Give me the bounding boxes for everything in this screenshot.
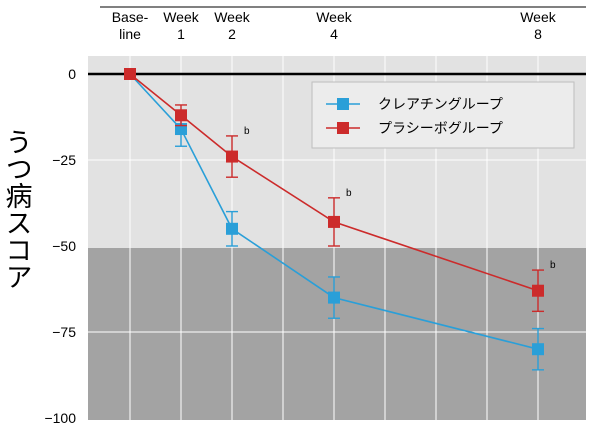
legend-item: プラシーボグループ: [326, 121, 503, 137]
x-tick-label-line1: Week: [316, 9, 353, 25]
legend-label: クレアチングループ: [378, 97, 503, 113]
significance-annotation: b: [244, 126, 250, 137]
legend-label: プラシーボグループ: [378, 121, 503, 137]
x-tick-label-line1: Week: [163, 9, 200, 25]
y-axis-title: うつ病スコア: [1, 128, 33, 290]
x-tick-label-line2: 1: [177, 26, 185, 42]
plot-background-lower: [88, 248, 586, 420]
legend-box: [311, 81, 575, 149]
series-layer: [124, 68, 544, 371]
data-point: [226, 222, 238, 235]
y-tick-label: 0: [68, 66, 76, 82]
series-placebo: [124, 68, 544, 313]
annotation-layer: b b b: [244, 126, 556, 271]
legend-marker: [337, 98, 349, 110]
data-point: [532, 343, 544, 356]
data-point: [328, 291, 340, 304]
legend-item: クレアチングループ: [326, 97, 503, 113]
significance-annotation: b: [346, 188, 352, 199]
significance-annotation: b: [550, 260, 556, 271]
data-point: [532, 284, 544, 297]
data-point: [328, 215, 340, 228]
y-axis-ticks: 0 −25 −50 −75 −100: [44, 66, 76, 424]
data-point: [226, 150, 238, 163]
x-tick-label: Base-line: [112, 9, 149, 42]
x-tick-label-line1: Base-: [112, 9, 149, 25]
y-tick-label: −100: [44, 410, 76, 424]
y-tick-label: −50: [52, 238, 76, 254]
y-tick-label: −75: [52, 324, 76, 340]
x-tick-label-line2: line: [119, 26, 141, 42]
x-tick-label-line2: 2: [228, 26, 236, 42]
x-tick-label-line1: Week: [214, 9, 251, 25]
x-tick-label-line1: Week: [520, 9, 557, 25]
x-tick-label-line2: 4: [330, 26, 338, 42]
legend-marker: [337, 122, 349, 134]
x-tick-label-line2: 8: [534, 26, 542, 42]
data-point: [175, 109, 187, 122]
y-tick-label: −25: [52, 152, 76, 168]
data-point: [124, 68, 136, 80]
